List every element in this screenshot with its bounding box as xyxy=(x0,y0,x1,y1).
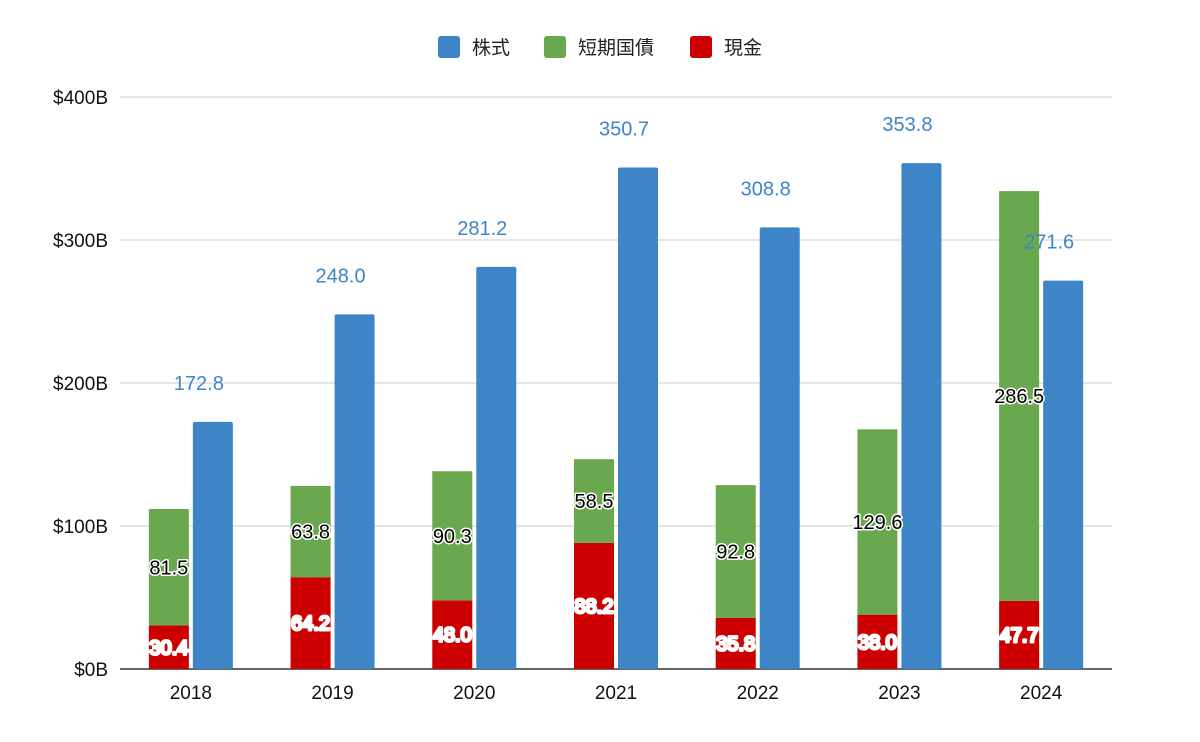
y-tick-label: $200B xyxy=(53,374,108,395)
data-label-現金-2019: 64.2 xyxy=(291,613,330,635)
bar-株式-2020 xyxy=(476,266,517,669)
x-tick-label: 2024 xyxy=(1020,683,1063,704)
data-label-短期国債-2024: 286.5 xyxy=(994,386,1044,408)
bars xyxy=(148,163,1084,670)
data-label-現金-2020: 48.0 xyxy=(433,625,472,647)
bar-現金-2023 xyxy=(857,614,898,669)
data-label-株式-2020: 281.2 xyxy=(457,218,507,240)
legend: 株式 短期国債 現金 xyxy=(438,36,762,59)
y-tick-label: $400B xyxy=(53,88,108,109)
data-label-現金-2021: 88.2 xyxy=(575,596,614,618)
legend-label: 短期国債 xyxy=(578,37,654,59)
legend-label: 現金 xyxy=(724,37,762,59)
x-tick-label: 2019 xyxy=(311,683,353,704)
data-label-株式-2022: 308.8 xyxy=(741,178,791,200)
data-label-短期国債-2023: 129.6 xyxy=(852,512,902,534)
x-tick-label: 2018 xyxy=(170,683,212,704)
data-label-株式-2023: 353.8 xyxy=(882,114,932,136)
data-label-株式-2024: 271.6 xyxy=(1024,232,1074,254)
x-tick-label: 2022 xyxy=(737,683,779,704)
x-axis: 2018 2019 2020 2021 2022 2023 2024 xyxy=(170,683,1063,704)
data-label-現金-2024: 47.7 xyxy=(1000,625,1039,647)
legend-item-短期国債: 短期国債 xyxy=(544,36,654,59)
bar-株式-2024 xyxy=(1043,280,1084,669)
bar-短期国債-2019 xyxy=(290,485,331,578)
data-label-短期国債-2022: 92.8 xyxy=(716,541,755,563)
legend-label: 株式 xyxy=(472,37,510,59)
y-tick-label: $0B xyxy=(74,660,108,681)
legend-swatch xyxy=(438,36,460,58)
bar-現金-2021 xyxy=(574,542,614,669)
bar-短期国債-2022 xyxy=(715,485,756,618)
data-label-短期国債-2018: 81.5 xyxy=(149,557,188,579)
bar-株式-2018 xyxy=(192,421,233,669)
bar-現金-2020 xyxy=(432,600,473,669)
bar-現金-2019 xyxy=(290,577,331,669)
data-label-短期国債-2021: 58.5 xyxy=(575,491,614,513)
data-label-株式-2018: 172.8 xyxy=(174,373,224,395)
bar-現金-2022 xyxy=(715,617,756,669)
y-tick-label: $300B xyxy=(53,231,108,252)
bar-現金-2018 xyxy=(148,625,189,669)
x-tick-label: 2021 xyxy=(595,683,637,704)
bar-株式-2022 xyxy=(759,227,800,669)
legend-swatch xyxy=(544,36,566,58)
data-label-株式-2019: 248.0 xyxy=(316,265,366,287)
bar-短期国債-2018 xyxy=(148,508,189,626)
data-label-株式-2021: 350.7 xyxy=(599,118,649,140)
bar-株式-2023 xyxy=(901,163,942,670)
bar-短期国債-2023 xyxy=(857,429,898,615)
data-label-現金-2018: 30.4 xyxy=(149,637,188,659)
bar-株式-2019 xyxy=(334,314,375,669)
x-tick-label: 2023 xyxy=(878,683,920,704)
data-label-現金-2022: 35.8 xyxy=(716,633,755,655)
data-label-短期国債-2019: 63.8 xyxy=(291,522,330,544)
bar-株式-2021 xyxy=(618,167,658,669)
y-tick-label: $100B xyxy=(53,517,108,538)
x-tick-label: 2020 xyxy=(453,683,495,704)
legend-item-株式: 株式 xyxy=(438,36,510,59)
value-labels: 30.4 81.5 172.8 64.2 63.8 248.0 48.0 90.3 281.2 8… xyxy=(148,114,1074,661)
y-axis: $0B $100B $200B $300B $400B xyxy=(53,88,108,681)
gridlines xyxy=(120,96,1112,670)
bar-現金-2024 xyxy=(999,600,1040,669)
bar-短期国債-2020 xyxy=(432,471,473,601)
bar-短期国債-2024 xyxy=(999,191,1040,601)
legend-swatch xyxy=(690,36,712,58)
legend-item-現金: 現金 xyxy=(690,36,762,59)
data-label-短期国債-2020: 90.3 xyxy=(433,526,472,548)
data-label-現金-2023: 38.0 xyxy=(858,632,897,654)
bar-短期国債-2021 xyxy=(574,459,614,543)
